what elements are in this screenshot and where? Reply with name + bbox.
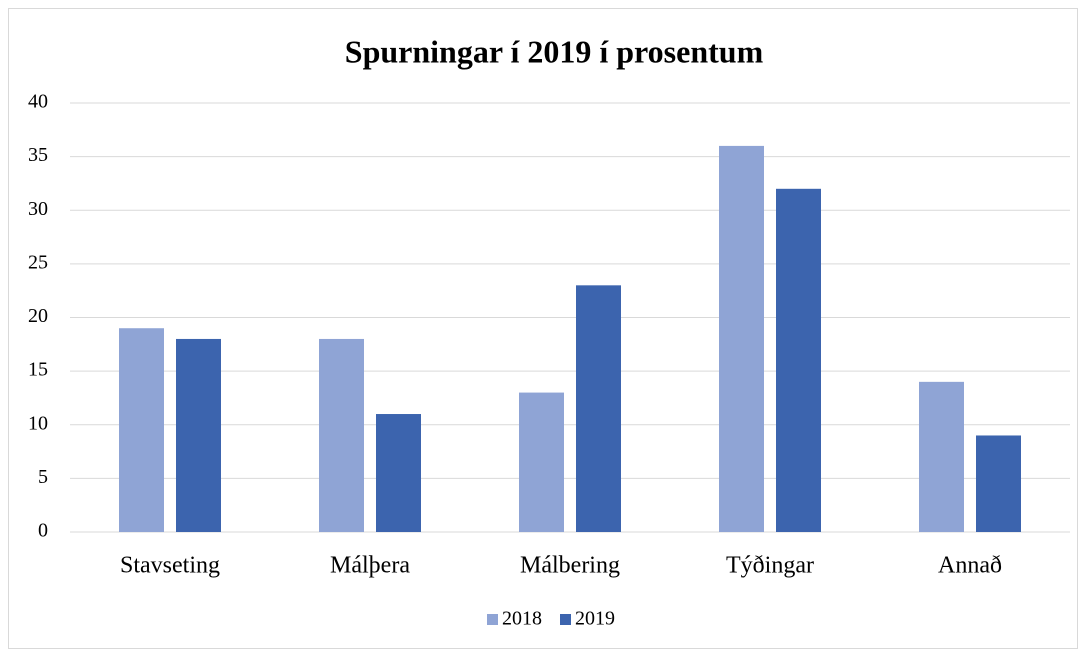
bar — [976, 435, 1021, 532]
chart-title: Spurningar í 2019 í prosentum — [345, 33, 764, 69]
bar — [576, 285, 621, 532]
bar — [519, 392, 564, 532]
y-tick-label: 0 — [38, 520, 48, 542]
chart-border — [8, 8, 1078, 649]
x-tick-label: Málþera — [330, 553, 410, 579]
bar — [319, 338, 364, 532]
y-tick-label: 15 — [28, 359, 48, 381]
bar — [719, 145, 764, 532]
legend-swatch — [560, 614, 571, 625]
bar — [176, 338, 221, 532]
y-tick-label: 30 — [28, 198, 48, 220]
legend-swatch — [487, 614, 498, 625]
y-tick-label: 5 — [38, 466, 48, 488]
y-tick-label: 10 — [28, 412, 48, 434]
legend-label: 2019 — [575, 608, 615, 630]
x-tick-label: Annað — [938, 553, 1002, 579]
y-tick-label: 20 — [28, 305, 48, 327]
x-tick-label: Týðingar — [726, 553, 814, 579]
y-tick-label: 40 — [28, 91, 48, 113]
legend-label: 2018 — [502, 608, 542, 630]
bar — [376, 414, 421, 532]
x-tick-label: Stavseting — [120, 553, 220, 579]
x-tick-label: Málbering — [520, 553, 620, 579]
bar — [119, 328, 164, 532]
bar — [776, 188, 821, 533]
bar — [919, 381, 964, 532]
y-tick-label: 25 — [28, 251, 48, 273]
y-tick-label: 35 — [28, 144, 48, 166]
